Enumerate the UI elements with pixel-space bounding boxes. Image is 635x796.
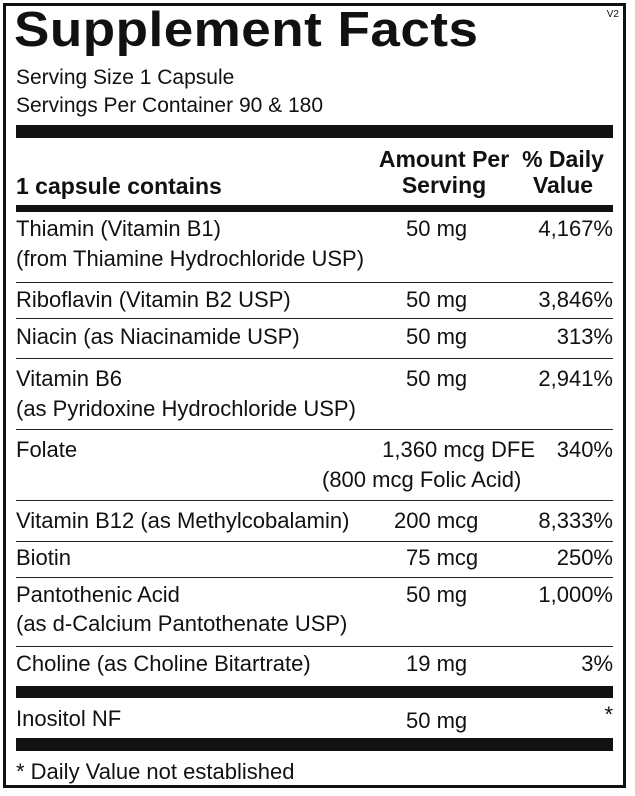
header-amount-line2: Serving <box>401 172 487 198</box>
medium-divider <box>16 205 613 212</box>
header-dv-line2: Value <box>532 172 594 198</box>
header-contains: 1 capsule contains <box>16 173 222 199</box>
nutrient-dv: 3% <box>581 651 613 676</box>
nutrient-row-thiamin: Thiamin (Vitamin B1) (from Thiamine Hydr… <box>16 212 613 283</box>
nutrient-name: Niacin (as Niacinamide USP) <box>16 324 300 349</box>
serving-size: Serving Size 1 Capsule <box>16 66 235 89</box>
nutrient-row-pantothenic-acid: Pantothenic Acid (as d-Calcium Pantothen… <box>16 577 613 647</box>
nutrient-name: Thiamin (Vitamin B1) <box>16 216 221 241</box>
ingredient-amount: 50 mg <box>406 708 468 733</box>
header-daily-value: % Daily Value <box>513 146 613 198</box>
nutrient-name: Folate <box>16 437 78 462</box>
panel-title: Supplement Facts <box>14 3 479 58</box>
thick-divider-bottom <box>16 738 613 751</box>
ingredient-dv: * <box>604 702 613 727</box>
nutrient-name: Pantothenic Acid <box>16 582 180 607</box>
nutrient-name: Biotin <box>16 545 72 570</box>
nutrient-amount: 50 mg <box>406 366 468 391</box>
nutrient-amount: 50 mg <box>406 287 468 312</box>
panel-content: Supplement Facts V2 Serving Size 1 Capsu… <box>14 3 619 785</box>
nutrient-dv: 1,000% <box>538 582 613 607</box>
footnote: * Daily Value not established <box>16 759 295 784</box>
nutrient-dv: 8,333% <box>538 508 613 533</box>
nutrient-amount: 1,360 mcg DFE <box>382 437 535 462</box>
servings-per-container: Servings Per Container 90 & 180 <box>16 94 324 117</box>
nutrient-source: (from Thiamine Hydrochloride USP) <box>16 246 365 271</box>
nutrient-amount: 200 mcg <box>394 508 479 533</box>
nutrient-row-vitamin-b6: Vitamin B6 (as Pyridoxine Hydrochloride … <box>16 358 613 430</box>
nutrient-amount: 75 mcg <box>406 545 479 570</box>
nutrient-amount-note: (800 mcg Folic Acid) <box>322 467 522 492</box>
nutrient-dv: 4,167% <box>538 216 613 241</box>
header-amount: Amount Per Serving <box>369 146 519 198</box>
nutrient-dv: 2,941% <box>538 366 613 391</box>
nutrient-row-riboflavin: Riboflavin (Vitamin B2 USP) 50 mg 3,846% <box>16 282 613 319</box>
header-dv-line1: % Daily <box>522 146 604 172</box>
header-amount-line1: Amount Per <box>378 146 510 172</box>
nutrient-name: Vitamin B6 <box>16 366 122 391</box>
other-row-inositol: Inositol NF 50 mg * <box>16 698 613 738</box>
nutrient-amount: 50 mg <box>406 324 468 349</box>
nutrient-name: Vitamin B12 (as Methylcobalamin) <box>16 508 350 533</box>
nutrient-dv: 313% <box>556 324 613 349</box>
nutrient-dv: 340% <box>556 437 613 462</box>
thick-divider-top <box>16 125 613 138</box>
nutrient-amount: 50 mg <box>406 216 468 241</box>
nutrient-row-vitamin-b12: Vitamin B12 (as Methylcobalamin) 200 mcg… <box>16 500 613 542</box>
nutrient-row-choline: Choline (as Choline Bitartrate) 19 mg 3% <box>16 646 613 687</box>
nutrient-source: (as d-Calcium Pantothenate USP) <box>16 611 348 636</box>
supplement-facts-panel: Supplement Facts V2 Serving Size 1 Capsu… <box>3 3 626 788</box>
nutrient-row-niacin: Niacin (as Niacinamide USP) 50 mg 313% <box>16 318 613 359</box>
ingredient-name: Inositol NF <box>16 706 122 731</box>
nutrient-row-biotin: Biotin 75 mcg 250% <box>16 541 613 578</box>
nutrient-source: (as Pyridoxine Hydrochloride USP) <box>16 396 356 421</box>
nutrient-name: Riboflavin (Vitamin B2 USP) <box>16 287 291 312</box>
nutrient-row-folate: Folate 1,360 mcg DFE (800 mcg Folic Acid… <box>16 429 613 501</box>
nutrient-amount: 19 mg <box>406 651 468 676</box>
nutrient-dv: 3,846% <box>538 287 613 312</box>
nutrient-amount: 50 mg <box>406 582 468 607</box>
thick-divider-middle <box>16 686 613 698</box>
version-label: V2 <box>606 9 619 20</box>
nutrient-name: Choline (as Choline Bitartrate) <box>16 651 311 676</box>
nutrient-dv: 250% <box>556 545 613 570</box>
